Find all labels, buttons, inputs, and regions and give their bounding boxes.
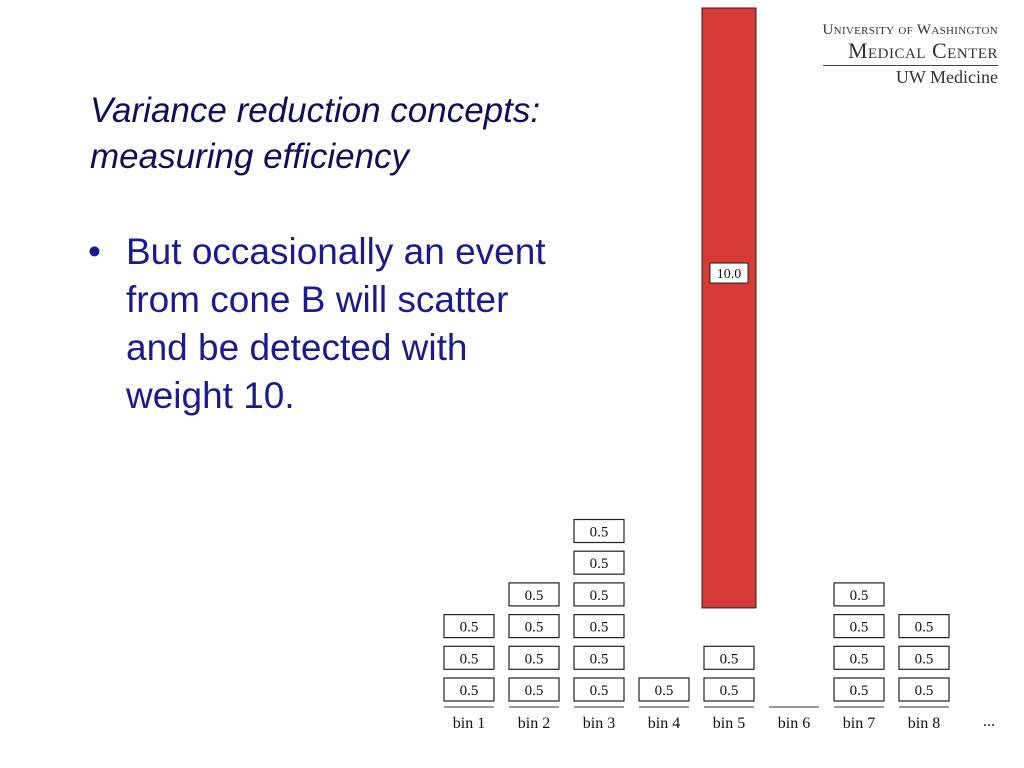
weight-box — [508, 677, 560, 702]
weight-box-label: 0.5 — [525, 620, 544, 636]
weight-box — [508, 582, 560, 607]
weight-box-label: 0.5 — [590, 588, 609, 604]
bin-label: bin 3 — [583, 715, 615, 732]
weight-box — [833, 613, 885, 639]
weight-box — [443, 645, 495, 670]
continuation-ellipsis: ... — [983, 713, 995, 730]
weight-box-label: 0.5 — [590, 556, 609, 572]
weight-box-label: 0.5 — [850, 651, 869, 667]
weight-box-label: 0.5 — [915, 651, 934, 667]
weight-box-label: 0.5 — [460, 620, 479, 636]
weight-box-label: 0.5 — [915, 683, 934, 699]
bullet-text: But occasionally an event from cone B wi… — [126, 231, 546, 416]
weight-box — [898, 613, 950, 639]
logo-uw-medicine: UW Medicine — [895, 67, 998, 87]
logo-university-name: University of Washington — [822, 22, 998, 38]
weight-box — [573, 677, 625, 702]
weight-box — [508, 645, 560, 670]
slide-title-line-1: Variance reduction concepts: — [90, 91, 541, 130]
weight-box — [573, 645, 625, 670]
institution-logo: University of Washington Medical Center … — [822, 22, 998, 88]
weight-box-label: 0.5 — [590, 525, 609, 541]
weight-box-label: 0.5 — [590, 620, 609, 636]
bar-weight-10 — [701, 7, 757, 609]
weight-box-label: 0.5 — [720, 651, 739, 667]
weight-box — [898, 645, 950, 670]
weight-box — [703, 645, 755, 670]
bin-label: bin 6 — [778, 715, 810, 732]
bin-label: bin 7 — [843, 715, 875, 732]
slide-title-line-2: measuring efficiency — [90, 137, 410, 176]
weight-box — [833, 645, 885, 670]
weight-box — [508, 613, 560, 639]
weight-box — [573, 582, 625, 607]
weight-box-label: 0.5 — [720, 683, 739, 699]
slide-title: Variance reduction concepts: measuring e… — [90, 88, 650, 180]
weight-box-label: 0.5 — [525, 651, 544, 667]
bullet-list: • But occasionally an event from cone B … — [88, 228, 568, 420]
bin-label: bin 4 — [648, 715, 680, 732]
weight-box-label: 0.5 — [850, 620, 869, 636]
weight-box-label: 0.5 — [460, 683, 479, 699]
weight-box — [573, 613, 625, 639]
weight-box — [573, 550, 625, 575]
weight-box-label: 0.5 — [525, 683, 544, 699]
weight-box — [833, 582, 885, 607]
bin-label: bin 5 — [713, 715, 745, 732]
bin-label: bin 2 — [518, 715, 550, 732]
weight-box — [638, 677, 690, 702]
weight-box — [573, 518, 625, 544]
bin-label: bin 8 — [908, 715, 940, 732]
logo-medical-center: Medical Center — [822, 39, 998, 66]
weight-box — [703, 677, 755, 702]
bullet-marker: • — [88, 231, 101, 272]
weight-box — [443, 677, 495, 702]
weight-box-label: 0.5 — [850, 588, 869, 604]
weight-box-label: 0.5 — [655, 683, 674, 699]
weight-box-label: 0.5 — [460, 651, 479, 667]
weight-box — [898, 677, 950, 702]
bar-value-label: 10.0 — [717, 267, 742, 282]
bullet-item: • But occasionally an event from cone B … — [88, 228, 568, 420]
weight-box — [833, 677, 885, 702]
weight-box-label: 0.5 — [915, 620, 934, 636]
bin-label: bin 1 — [453, 715, 485, 732]
bar-value-label-box — [709, 262, 749, 284]
weight-box-label: 0.5 — [590, 651, 609, 667]
weight-box-label: 0.5 — [590, 683, 609, 699]
weight-box-label: 0.5 — [850, 683, 869, 699]
weight-box-label: 0.5 — [525, 588, 544, 604]
weight-box — [443, 613, 495, 639]
